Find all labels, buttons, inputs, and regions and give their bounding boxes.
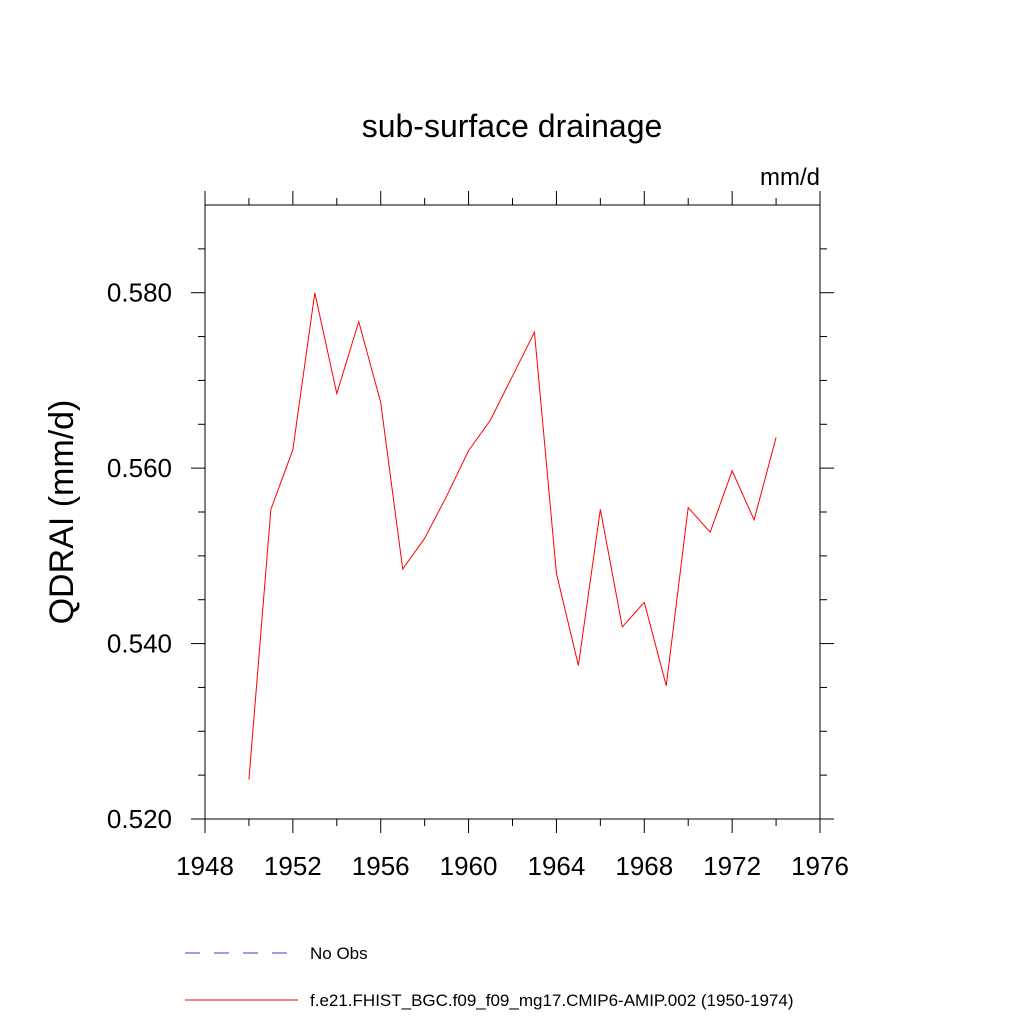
legend-label-1: f.e21.FHIST_BGC.f09_f09_mg17.CMIP6-AMIP.… bbox=[310, 991, 794, 1010]
y-tick-label: 0.560 bbox=[107, 453, 172, 483]
x-tick-label: 1976 bbox=[791, 851, 849, 881]
x-tick-label: 1972 bbox=[703, 851, 761, 881]
y-tick-label: 0.520 bbox=[107, 804, 172, 834]
series-layer bbox=[248, 292, 777, 780]
x-tick-label: 1956 bbox=[352, 851, 410, 881]
x-tick-labels: 1948 1952 1956 1960 1964 1968 1972 1976 bbox=[176, 851, 849, 881]
axis-ticks bbox=[191, 191, 834, 833]
y-tick-label: 0.580 bbox=[107, 278, 172, 308]
chart-title: sub-surface drainage bbox=[362, 108, 663, 144]
legend-label-0: No Obs bbox=[310, 944, 368, 963]
x-tick-label: 1964 bbox=[528, 851, 586, 881]
x-tick-label: 1952 bbox=[264, 851, 322, 881]
x-tick-label: 1948 bbox=[176, 851, 234, 881]
y-tick-label: 0.540 bbox=[107, 629, 172, 659]
y-axis-label: QDRAI (mm/d) bbox=[43, 400, 81, 625]
x-tick-label: 1968 bbox=[615, 851, 673, 881]
plot-frame bbox=[204, 204, 821, 820]
series-line-1 bbox=[248, 292, 777, 780]
y-tick-labels: 0.520 0.540 0.560 0.580 bbox=[107, 278, 172, 834]
x-tick-label: 1960 bbox=[440, 851, 498, 881]
legend: No Obs f.e21.FHIST_BGC.f09_f09_mg17.CMIP6… bbox=[185, 944, 794, 1010]
units-label: mm/d bbox=[760, 164, 820, 191]
